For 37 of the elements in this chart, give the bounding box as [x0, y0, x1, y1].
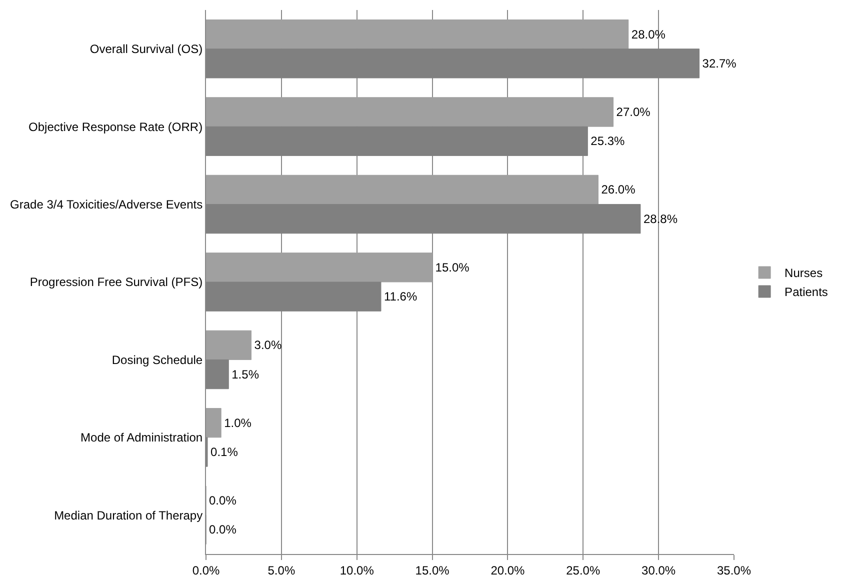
y-tick-label: Median Duration of Therapy — [54, 508, 203, 522]
y-tick-label: Grade 3/4 Toxicities/Adverse Events — [10, 197, 203, 212]
x-tick-label: 25.0% — [566, 563, 600, 578]
x-tick-label: 10.0% — [340, 563, 374, 578]
y-tick-label: Mode of Administration — [80, 430, 203, 445]
data-label: 0.0% — [209, 522, 237, 537]
data-label: 1.5% — [232, 367, 260, 382]
bar — [206, 408, 222, 438]
data-label: 15.0% — [435, 260, 470, 274]
data-label: 0.0% — [209, 494, 237, 508]
data-label: 1.0% — [224, 416, 252, 430]
bar — [206, 97, 614, 127]
y-tick-label: Overall Survival (OS) — [90, 42, 203, 56]
y-tick-label: Progression Free Survival (PFS) — [30, 275, 203, 290]
data-label: 26.0% — [601, 182, 636, 197]
bar — [206, 174, 598, 205]
legend-label: Nurses — [784, 266, 823, 280]
data-label: 3.0% — [254, 338, 282, 352]
data-label: 27.0% — [616, 105, 651, 119]
legend-label: Patients — [784, 285, 828, 300]
data-label: 25.3% — [590, 134, 626, 148]
x-tick-label: 20.0% — [490, 563, 526, 578]
x-tick-label: 35.0% — [716, 563, 752, 578]
bar — [206, 19, 629, 50]
data-label: 28.8% — [643, 212, 678, 226]
x-tick-label: 0.0% — [192, 563, 220, 578]
x-tick-label: 15.0% — [415, 563, 450, 578]
data-label: 28.0% — [631, 27, 666, 42]
y-tick-label: Dosing Schedule — [112, 352, 203, 367]
x-tick-label: 5.0% — [268, 563, 296, 578]
data-label: 0.1% — [210, 445, 238, 459]
bar — [206, 252, 433, 282]
data-label: 11.6% — [384, 290, 418, 304]
bar — [206, 330, 252, 360]
x-tick-label: 30.0% — [642, 563, 676, 578]
data-label: 32.7% — [702, 56, 737, 70]
y-tick-label: Objective Response Rate (ORR) — [28, 120, 203, 134]
